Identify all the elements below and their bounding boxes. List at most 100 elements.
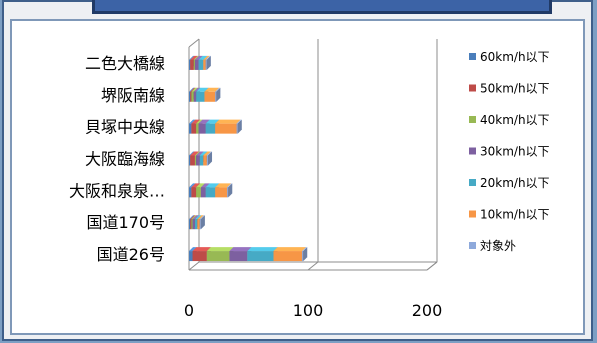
bar-segment-front <box>205 59 207 70</box>
bar-segment-side <box>216 87 221 102</box>
bar-segment-top <box>229 247 252 252</box>
bars <box>189 55 308 262</box>
bar-segment-side <box>303 247 308 262</box>
bar-segment-front <box>189 155 191 166</box>
bar-segment-front <box>196 187 201 198</box>
x-axis-ticks: 0 100 200 <box>184 301 442 320</box>
bar-segment-front <box>198 59 204 70</box>
bar-segment-front <box>191 123 197 134</box>
bar-segment-top <box>192 247 211 252</box>
category-label: 大阪臨海線 <box>85 150 165 169</box>
bar-segment-front <box>196 123 199 134</box>
bar-segment-front <box>194 219 198 230</box>
bar-segment-top <box>189 247 197 252</box>
bar-segment-front <box>189 187 192 198</box>
x-tick-label: 200 <box>412 301 443 320</box>
bar-segment-front <box>302 251 304 262</box>
bar-segment-front <box>192 219 195 230</box>
legend: 60km/h以下 50km/h以下 40km/h以下 30km/h以下 20km/h以下… <box>469 50 550 253</box>
legend-swatch <box>469 242 476 249</box>
bar-segment-top <box>236 119 242 124</box>
legend-swatch <box>469 84 476 92</box>
bar-segment-front <box>273 251 303 262</box>
bar-segment-front <box>199 219 201 230</box>
bar-segment-top <box>194 55 203 60</box>
legend-swatch <box>469 53 476 60</box>
bar-segment-top <box>190 215 196 220</box>
legend-item: 10km/h以下 <box>469 208 550 222</box>
bar-segment-front <box>189 123 192 134</box>
bar-segment-top <box>205 55 211 60</box>
bar-segment-top <box>196 119 203 124</box>
bar-segment-top <box>206 151 213 156</box>
bar-segment-front <box>227 187 229 198</box>
legend-swatch <box>469 116 476 123</box>
bar-segment-top <box>189 55 195 60</box>
category-label: 国道170号 <box>86 213 165 232</box>
bar-segment-front <box>190 91 192 102</box>
bar-segment-front <box>236 123 238 134</box>
bar-segment-top <box>190 151 199 156</box>
bar-segment-front <box>193 59 195 70</box>
bar-segment-top <box>197 215 204 220</box>
bar-segment-top <box>302 247 308 252</box>
bar-segment-side <box>228 183 233 198</box>
bar-segment-front <box>215 123 237 134</box>
bar-segment-top <box>196 183 205 188</box>
bar-segment <box>199 215 205 230</box>
bar-segment-front <box>196 155 200 166</box>
bar-segment-front <box>205 123 216 134</box>
bar-segment-front <box>247 251 274 262</box>
plot-walls <box>188 38 438 271</box>
chart-panel <box>10 19 585 335</box>
legend-swatch <box>469 210 476 218</box>
bar-segment-top <box>196 151 204 156</box>
bar-segment <box>215 87 221 102</box>
bar-segment <box>206 151 213 166</box>
bar-segment-top <box>205 183 220 188</box>
bar-segment-top <box>200 183 210 188</box>
legend-item: 対象外 <box>469 239 516 253</box>
bar-segment-side <box>206 55 211 70</box>
bar-segment-top <box>206 247 234 252</box>
bar-segment-top <box>190 55 198 60</box>
legend-swatch <box>469 147 476 155</box>
bar-segment-top <box>199 215 205 220</box>
category-label: 国道26号 <box>97 245 165 264</box>
bar-segment-front <box>204 91 216 102</box>
bar-segment-front <box>191 187 197 198</box>
x-tick-label: 0 <box>184 301 194 320</box>
bar-segment-side <box>200 215 205 230</box>
bar-segment-top <box>189 87 195 92</box>
bar-segment-top <box>193 87 201 92</box>
gridline-floor <box>307 261 319 271</box>
bar-segment-top <box>189 183 196 188</box>
category-label: 二色大橋線 <box>85 54 165 73</box>
bar-segment-top <box>191 183 201 188</box>
bar-segment-front <box>203 155 207 166</box>
bar-segment-front <box>215 187 228 198</box>
bar-segment-front <box>205 187 216 198</box>
category-label: 堺阪南線 <box>101 86 165 105</box>
bar-segment-front <box>191 91 194 102</box>
bar-segment-top <box>192 215 199 220</box>
bar-segment-front <box>206 155 209 166</box>
bar-segment-top <box>194 151 201 156</box>
bar-segment-top <box>247 247 278 252</box>
legend-label: 10km/h以下 <box>480 208 550 222</box>
bar-segment-front <box>203 59 206 70</box>
bar-segment-front <box>190 155 195 166</box>
x-tick-label: 100 <box>293 301 324 320</box>
category-label: 大阪和泉泉… <box>69 181 165 200</box>
bar-segment-front <box>215 91 217 102</box>
bar-segment <box>205 55 211 70</box>
bar-segment-front <box>189 91 191 102</box>
bar-segment-top <box>199 151 208 156</box>
bar-segment-top <box>198 55 208 60</box>
bar-segment-top <box>190 87 196 92</box>
bar-segment-front <box>189 59 191 70</box>
legend-label: 対象外 <box>480 239 516 253</box>
category-label: 貝塚中央線 <box>85 118 165 137</box>
legend-item: 40km/h以下 <box>469 113 550 127</box>
